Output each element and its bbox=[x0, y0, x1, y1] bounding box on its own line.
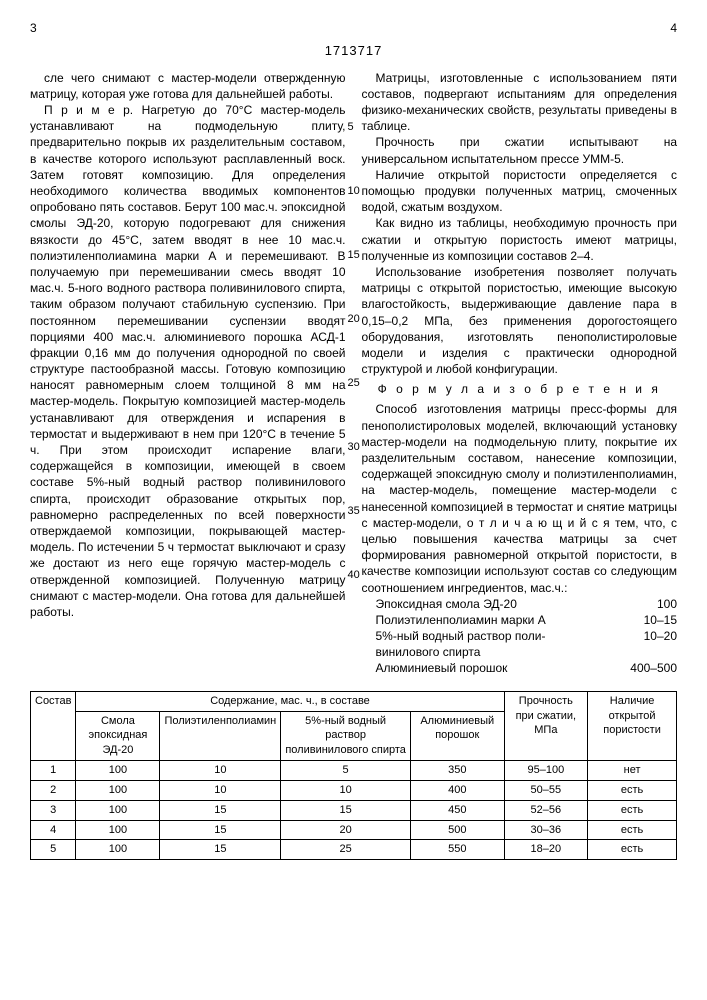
table-cell: 25 bbox=[281, 840, 411, 860]
text-columns: сле чего снимают с мастер-модели отвержд… bbox=[30, 70, 677, 677]
th-resin: Смола эпоксидная ЭД-20 bbox=[76, 711, 160, 761]
th-pepa: Полиэтиленполиамин bbox=[160, 711, 281, 761]
table-cell: 95–100 bbox=[504, 761, 588, 781]
left-column: сле чего снимают с мастер-модели отвержд… bbox=[30, 70, 346, 677]
ingredient-2: Полиэтиленполиамин марки А 10–15 bbox=[376, 612, 678, 628]
table-cell: 400 bbox=[410, 780, 504, 800]
table-cell: 20 bbox=[281, 820, 411, 840]
line-25: 25 bbox=[348, 376, 360, 391]
composition-table: Состав Содержание, мас. ч., в составе Пр… bbox=[30, 691, 677, 861]
ing2-name: Полиэтиленполиамин марки А bbox=[376, 612, 546, 628]
table-cell: 100 bbox=[76, 800, 160, 820]
left-p1: сле чего снимают с мастер-модели отвержд… bbox=[30, 70, 346, 102]
right-p4: Как видно из таблицы, необходимую прочно… bbox=[362, 215, 678, 264]
table-cell: 4 bbox=[31, 820, 76, 840]
th-pva: 5%-ный водный раствор поливинилового спи… bbox=[281, 711, 411, 761]
table-cell: 10 bbox=[160, 761, 281, 781]
ing4-name: Алюминиевый порошок bbox=[376, 660, 508, 676]
line-20: 20 bbox=[348, 312, 360, 327]
table-cell: 1 bbox=[31, 761, 76, 781]
table-cell: 50–55 bbox=[504, 780, 588, 800]
table-cell: есть bbox=[588, 780, 677, 800]
table-cell: 100 bbox=[76, 840, 160, 860]
ing3-val: 10–20 bbox=[644, 628, 677, 660]
right-p3: Наличие открытой пористости определяется… bbox=[362, 167, 678, 216]
table-row: 5100152555018–20есть bbox=[31, 840, 677, 860]
table-cell: 52–56 bbox=[504, 800, 588, 820]
table-row: 110010535095–100нет bbox=[31, 761, 677, 781]
table-cell: 15 bbox=[160, 820, 281, 840]
left-p2: П р и м е р. Нагретую до 70°С мастер-мод… bbox=[30, 102, 346, 620]
table-cell: 18–20 bbox=[504, 840, 588, 860]
table-cell: 5 bbox=[31, 840, 76, 860]
right-p1: Матрицы, изготовленные с использованием … bbox=[362, 70, 678, 135]
th-content: Содержание, мас. ч., в составе bbox=[76, 691, 504, 711]
th-porosity: Наличие открытой пористости bbox=[588, 691, 677, 760]
right-p2: Прочность при сжатии испытывают на униве… bbox=[362, 134, 678, 166]
table-row: 4100152050030–36есть bbox=[31, 820, 677, 840]
table-cell: 5 bbox=[281, 761, 411, 781]
line-15: 15 bbox=[348, 248, 360, 263]
table-row: 3100151545052–56есть bbox=[31, 800, 677, 820]
ing4-val: 400–500 bbox=[630, 660, 677, 676]
table-cell: 15 bbox=[160, 800, 281, 820]
table-cell: 30–36 bbox=[504, 820, 588, 840]
table-cell: 450 bbox=[410, 800, 504, 820]
formula-title: Ф о р м у л а и з о б р е т е н и я bbox=[362, 381, 678, 397]
line-40: 40 bbox=[348, 568, 360, 583]
ingredient-1: Эпоксидная смола ЭД-20 100 bbox=[376, 596, 678, 612]
table-cell: 15 bbox=[281, 800, 411, 820]
table-row: 2100101040050–55есть bbox=[31, 780, 677, 800]
table-cell: 500 bbox=[410, 820, 504, 840]
table-cell: 15 bbox=[160, 840, 281, 860]
ingredient-4: Алюминиевый порошок 400–500 bbox=[376, 660, 678, 676]
table-body: 110010535095–100нет2100101040050–55есть3… bbox=[31, 761, 677, 860]
page-left: 3 bbox=[30, 20, 37, 36]
right-p6: Способ изготовления матрицы пресс-формы … bbox=[362, 401, 678, 595]
table-cell: 350 bbox=[410, 761, 504, 781]
th-al: Алюминиевый порошок bbox=[410, 711, 504, 761]
ing3-name: 5%-ный водный раствор поли- винилового с… bbox=[376, 628, 546, 660]
table-cell: 550 bbox=[410, 840, 504, 860]
table-cell: 100 bbox=[76, 820, 160, 840]
th-sostav: Состав bbox=[31, 691, 76, 760]
ing1-val: 100 bbox=[657, 596, 677, 612]
line-5: 5 bbox=[348, 120, 354, 135]
page-numbers: 3 4 bbox=[30, 20, 677, 36]
right-p5: Использование изобретения позволяет полу… bbox=[362, 264, 678, 377]
patent-number: 1713717 bbox=[30, 42, 677, 60]
table-cell: нет bbox=[588, 761, 677, 781]
ingredient-3: 5%-ный водный раствор поли- винилового с… bbox=[376, 628, 678, 660]
line-35: 35 bbox=[348, 504, 360, 519]
line-10: 10 bbox=[348, 184, 360, 199]
table-cell: 100 bbox=[76, 761, 160, 781]
table-cell: 2 bbox=[31, 780, 76, 800]
right-column: 5 10 15 20 25 30 35 40 Матрицы, изготовл… bbox=[362, 70, 678, 677]
table-cell: есть bbox=[588, 840, 677, 860]
ing2-val: 10–15 bbox=[644, 612, 677, 628]
table-cell: есть bbox=[588, 800, 677, 820]
page-right: 4 bbox=[670, 20, 677, 36]
line-30: 30 bbox=[348, 440, 360, 455]
table-cell: есть bbox=[588, 820, 677, 840]
table-cell: 10 bbox=[281, 780, 411, 800]
table-cell: 3 bbox=[31, 800, 76, 820]
ing1-name: Эпоксидная смола ЭД-20 bbox=[376, 596, 517, 612]
table-cell: 10 bbox=[160, 780, 281, 800]
th-strength: Прочность при сжатии, МПа bbox=[504, 691, 588, 760]
table-cell: 100 bbox=[76, 780, 160, 800]
